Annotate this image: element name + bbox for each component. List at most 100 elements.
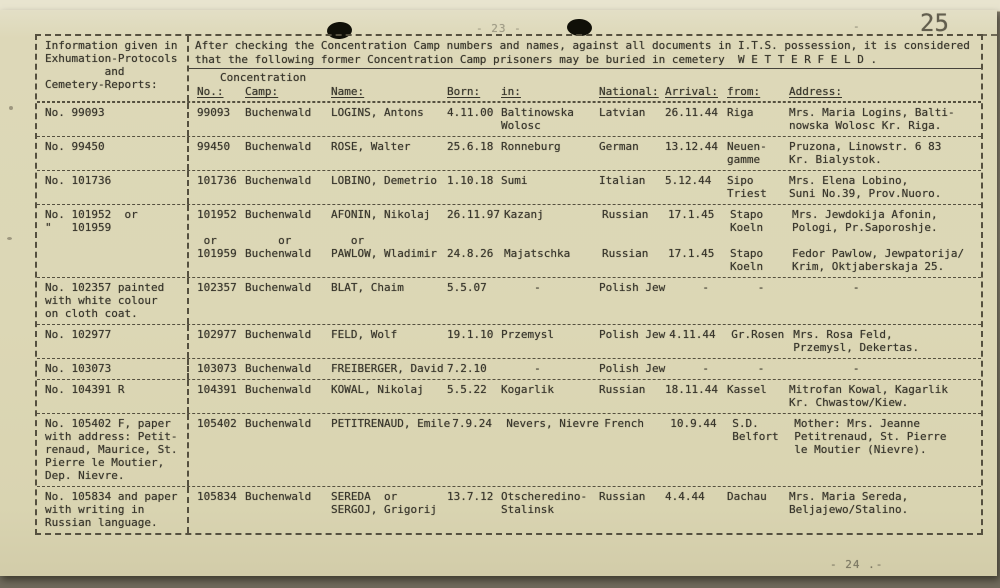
cell-camp: Buchenwald: [245, 140, 312, 153]
cell-camp-number: 101736: [197, 174, 237, 187]
col-header-national: National:: [599, 85, 659, 98]
table-row: No. 99093 99093 Buchenwald LOGINS, Anton…: [37, 102, 981, 136]
cell-camp: Buchenwald: [245, 328, 312, 341]
cell-camp-number: 102977: [197, 328, 237, 341]
cell-exhumation-note: No. 105834 and paper with writing in Rus…: [37, 487, 189, 533]
cell-arrival: 17.1.45 17.1.45: [667, 208, 715, 260]
cell-born: 5.5.22: [447, 383, 487, 396]
cell-arrival: 10.9.44: [670, 417, 717, 430]
cell-born: 25.6.18: [447, 140, 494, 153]
cell-birthplace: Baltinowska Wolosc: [501, 106, 574, 132]
cell-nationality: Russian Russian: [601, 208, 649, 260]
cell-from: S.D. Belfort: [732, 417, 779, 443]
col-header-from: from:: [727, 85, 761, 98]
cell-birthplace: Ronneburg: [501, 140, 561, 153]
document-page: - 23 - - 25 Information given in Exhumat…: [0, 10, 997, 576]
cell-exhumation-note: No. 101952 or " 101959: [37, 205, 189, 277]
cell-from: Riga: [727, 106, 754, 119]
cell-camp-number: 102357: [197, 281, 237, 294]
table-row: No. 101736 101736 Buchenwald LOBINO, Dem…: [37, 170, 981, 204]
cell-exhumation-note: No. 102357 painted with white colour on …: [37, 278, 189, 324]
cell-address: -: [793, 362, 860, 375]
cell-nationality: German: [599, 140, 639, 153]
cell-arrival: 18.11.44: [665, 383, 718, 396]
cell-camp-number: 105834: [197, 490, 237, 503]
cell-address: Mrs. Elena Lobino, Suni No.39, Prov.Nuor…: [789, 174, 942, 200]
cell-camp-number: 103073: [197, 362, 237, 375]
cell-name: LOGINS, Antons: [331, 106, 424, 119]
cell-address: Pruzona, Linowstr. 6 83 Kr. Bialystok.: [789, 140, 942, 166]
cell-born: 5.5.07: [447, 281, 487, 294]
cell-camp: Buchenwald: [245, 281, 312, 294]
cell-exhumation-note: No. 104391 R: [37, 380, 189, 413]
cell-from: -: [731, 362, 765, 375]
cell-birthplace: Kazanj Majatschka: [503, 208, 571, 260]
exhumation-records-table: Information given in Exhumation-Protocol…: [35, 34, 983, 535]
cell-name: BLAT, Chaim: [331, 281, 404, 294]
cell-name: FREIBERGER, David: [331, 362, 444, 375]
cell-name: KOWAL, Nikolaj: [331, 383, 424, 396]
cell-camp-number: 105402: [197, 417, 237, 430]
cell-camp: Buchenwald: [245, 490, 312, 503]
cell-name: ROSE, Walter: [331, 140, 411, 153]
column-headers: No.: Camp: Name: Born: in: National: Arr…: [189, 84, 981, 101]
cell-birthplace: -: [501, 281, 541, 294]
cell-name: PETITRENAUD, Emile: [331, 417, 451, 430]
cell-nationality: Polish Jew: [599, 362, 666, 375]
intro-line-1: After checking the Concentration Camp nu…: [195, 39, 970, 52]
cell-arrival: 4.4.44: [665, 490, 705, 503]
col-header-name: Name:: [331, 85, 365, 98]
cell-camp: Buchenwald: [245, 106, 312, 119]
header-left-title: Information given in Exhumation-Protocol…: [37, 36, 189, 101]
cell-nationality: Italian: [599, 174, 646, 187]
table-body: No. 99093 99093 Buchenwald LOGINS, Anton…: [37, 102, 981, 533]
cell-camp-number: 101952 or 101959: [197, 208, 237, 260]
cell-born: 26.11.97 24.8.26: [447, 208, 500, 260]
cell-arrival: 26.11.44: [665, 106, 718, 119]
cell-address: Mrs. Jewdokija Afonin, Pologi, Pr.Saporo…: [791, 208, 965, 273]
header-right-block: After checking the Concentration Camp nu…: [189, 36, 981, 101]
cell-from: -: [731, 281, 765, 294]
cell-nationality: Polish Jew: [599, 281, 666, 294]
cell-birthplace: Otscheredino- Stalinsk: [501, 490, 588, 516]
table-row: No. 105402 F, paper with address: Petit-…: [37, 413, 981, 486]
col-header-camp: Camp:: [245, 85, 279, 98]
cell-born: 7.9.24: [452, 417, 492, 430]
cell-exhumation-note: No. 99093: [37, 103, 189, 136]
table-row: No. 102357 painted with white colour on …: [37, 277, 981, 324]
cell-camp: Buchenwald or Buchenwald: [245, 208, 312, 260]
cell-born: 1.10.18: [447, 174, 494, 187]
cell-exhumation-note: No. 101736: [37, 171, 189, 204]
cell-from: Sipo Triest: [727, 174, 767, 200]
cell-birthplace: Kogarlik: [501, 383, 554, 396]
col-header-address: Address:: [789, 85, 842, 98]
cell-address: Mrs. Maria Sereda, Beljajewo/Stalino.: [789, 490, 909, 516]
table-row: No. 104391 R 104391 Buchenwald KOWAL, Ni…: [37, 379, 981, 413]
faint-page-marker: - 23 -: [476, 22, 522, 35]
col-header-in: in:: [501, 85, 521, 98]
cell-arrival: 4.11.44: [669, 328, 716, 341]
cell-born: 4.11.00: [447, 106, 494, 119]
col-header-born: Born:: [447, 85, 481, 98]
cell-born: 19.1.10: [447, 328, 494, 341]
cell-born: 13.7.12: [447, 490, 494, 503]
col-header-no: No.:: [197, 85, 224, 98]
rule-extension: [981, 34, 997, 36]
ink-speck: [9, 106, 13, 110]
cell-name: FELD, Wolf: [331, 328, 398, 341]
cell-from: Dachau: [727, 490, 767, 503]
cell-nationality: Russian: [599, 383, 646, 396]
concentration-label: Concentration: [220, 71, 307, 84]
cell-camp-number: 104391: [197, 383, 237, 396]
cell-exhumation-note: No. 103073: [37, 359, 189, 379]
cell-exhumation-note: No. 105402 F, paper with address: Petit-…: [37, 414, 189, 486]
table-row: No. 105834 and paper with writing in Rus…: [37, 486, 981, 533]
cell-arrival: 5.12.44: [665, 174, 712, 187]
cell-birthplace: Sumi: [501, 174, 528, 187]
page-number: 25: [920, 9, 949, 37]
cell-address: Mrs. Maria Logins, Balti- nowska Wolosc …: [789, 106, 955, 132]
cell-arrival: -: [669, 281, 709, 294]
cell-address: Mrs. Rosa Feld, Przemysl, Dekertas.: [793, 328, 920, 354]
intro-line-2: that the following former Concentration …: [189, 52, 981, 69]
cell-birthplace: Nevers, Nievre: [506, 417, 599, 430]
